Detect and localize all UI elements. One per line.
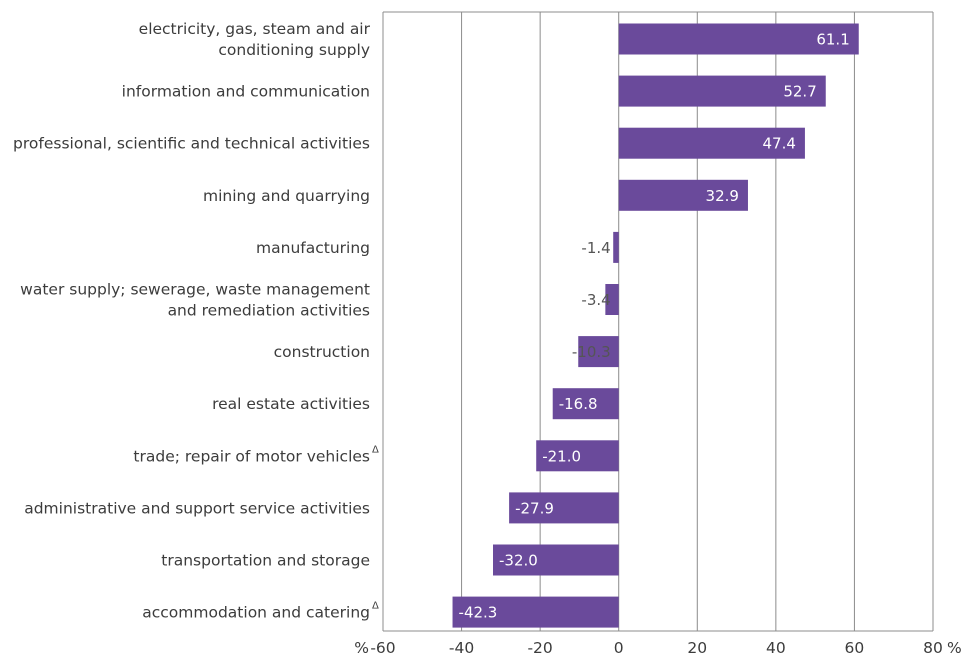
x-tick-label-3: 0 — [614, 639, 624, 657]
bars — [452, 23, 859, 628]
category-label-3: mining and quarrying — [203, 187, 370, 205]
bar-9 — [509, 492, 619, 524]
x-unit-left: % — [354, 639, 369, 657]
category-label-11: accommodation and catering — [142, 604, 370, 622]
value-label-10: -32.0 — [499, 552, 538, 570]
bar-11 — [452, 596, 619, 628]
value-labels: 61.1 52.7 47.4 32.9 -1.4 -3.4 -10.3 -16.8 -21.0 -… — [459, 31, 850, 622]
category-label-6: construction — [274, 343, 370, 361]
x-tick-label-4: 20 — [687, 639, 707, 657]
value-label-2: 47.4 — [763, 135, 796, 153]
bar-8 — [536, 440, 619, 472]
x-axis-ticks: -60 -40 -20 0 20 40 60 80%% — [354, 639, 961, 657]
grid-lines — [382, 11, 934, 632]
value-label-4: -1.4 — [581, 239, 610, 257]
value-label-3: 32.9 — [706, 187, 739, 205]
value-label-5: -3.4 — [581, 291, 610, 309]
category-label-0-line-0: electricity, gas, steam and air — [139, 20, 371, 38]
bar-1 — [618, 75, 826, 107]
category-label-7: real estate activities — [212, 395, 370, 413]
value-label-7: -16.8 — [559, 395, 598, 413]
value-label-1: 52.7 — [783, 83, 816, 101]
value-label-6: -10.3 — [572, 343, 611, 361]
bar-2 — [618, 127, 805, 159]
category-label-10: transportation and storage — [161, 552, 370, 570]
bar-6 — [578, 336, 619, 368]
x-tick-label-7: 80 — [923, 639, 943, 657]
value-label-8: -21.0 — [542, 447, 581, 465]
x-tick-label-5: 40 — [766, 639, 786, 657]
bar-10 — [493, 544, 619, 576]
bar-4 — [613, 231, 619, 263]
x-tick-label-2: -20 — [527, 639, 552, 657]
x-tick-label-1: -40 — [449, 639, 474, 657]
category-label-4: manufacturing — [256, 239, 370, 257]
category-label-8: trade; repair of motor vehicles — [133, 447, 370, 465]
x-tick-label-0: -60 — [370, 639, 395, 657]
x-tick-label-6: 60 — [845, 639, 865, 657]
category-label-5-line-0: water supply; sewerage, waste management — [20, 281, 370, 299]
category-label-1: information and communication — [122, 83, 370, 101]
value-label-0: 61.1 — [816, 31, 849, 49]
category-label-2: professional, scientific and technical a… — [13, 135, 370, 153]
bar-3 — [618, 179, 748, 211]
category-mark-8: Δ — [372, 444, 379, 455]
category-labels: electricity, gas, steam and air condition… — [13, 20, 379, 622]
bar-0 — [618, 23, 859, 55]
bar-5 — [605, 284, 619, 315]
x-unit-right: % — [947, 639, 962, 657]
value-label-9: -27.9 — [515, 499, 554, 517]
category-label-0-line-1: conditioning supply — [218, 41, 370, 59]
bar-7 — [552, 388, 619, 420]
category-mark-11: Δ — [372, 601, 379, 612]
category-label-9: administrative and support service activ… — [24, 499, 370, 517]
category-label-5-line-1: and remediation activities — [168, 302, 370, 320]
value-label-11: -42.3 — [459, 604, 498, 622]
